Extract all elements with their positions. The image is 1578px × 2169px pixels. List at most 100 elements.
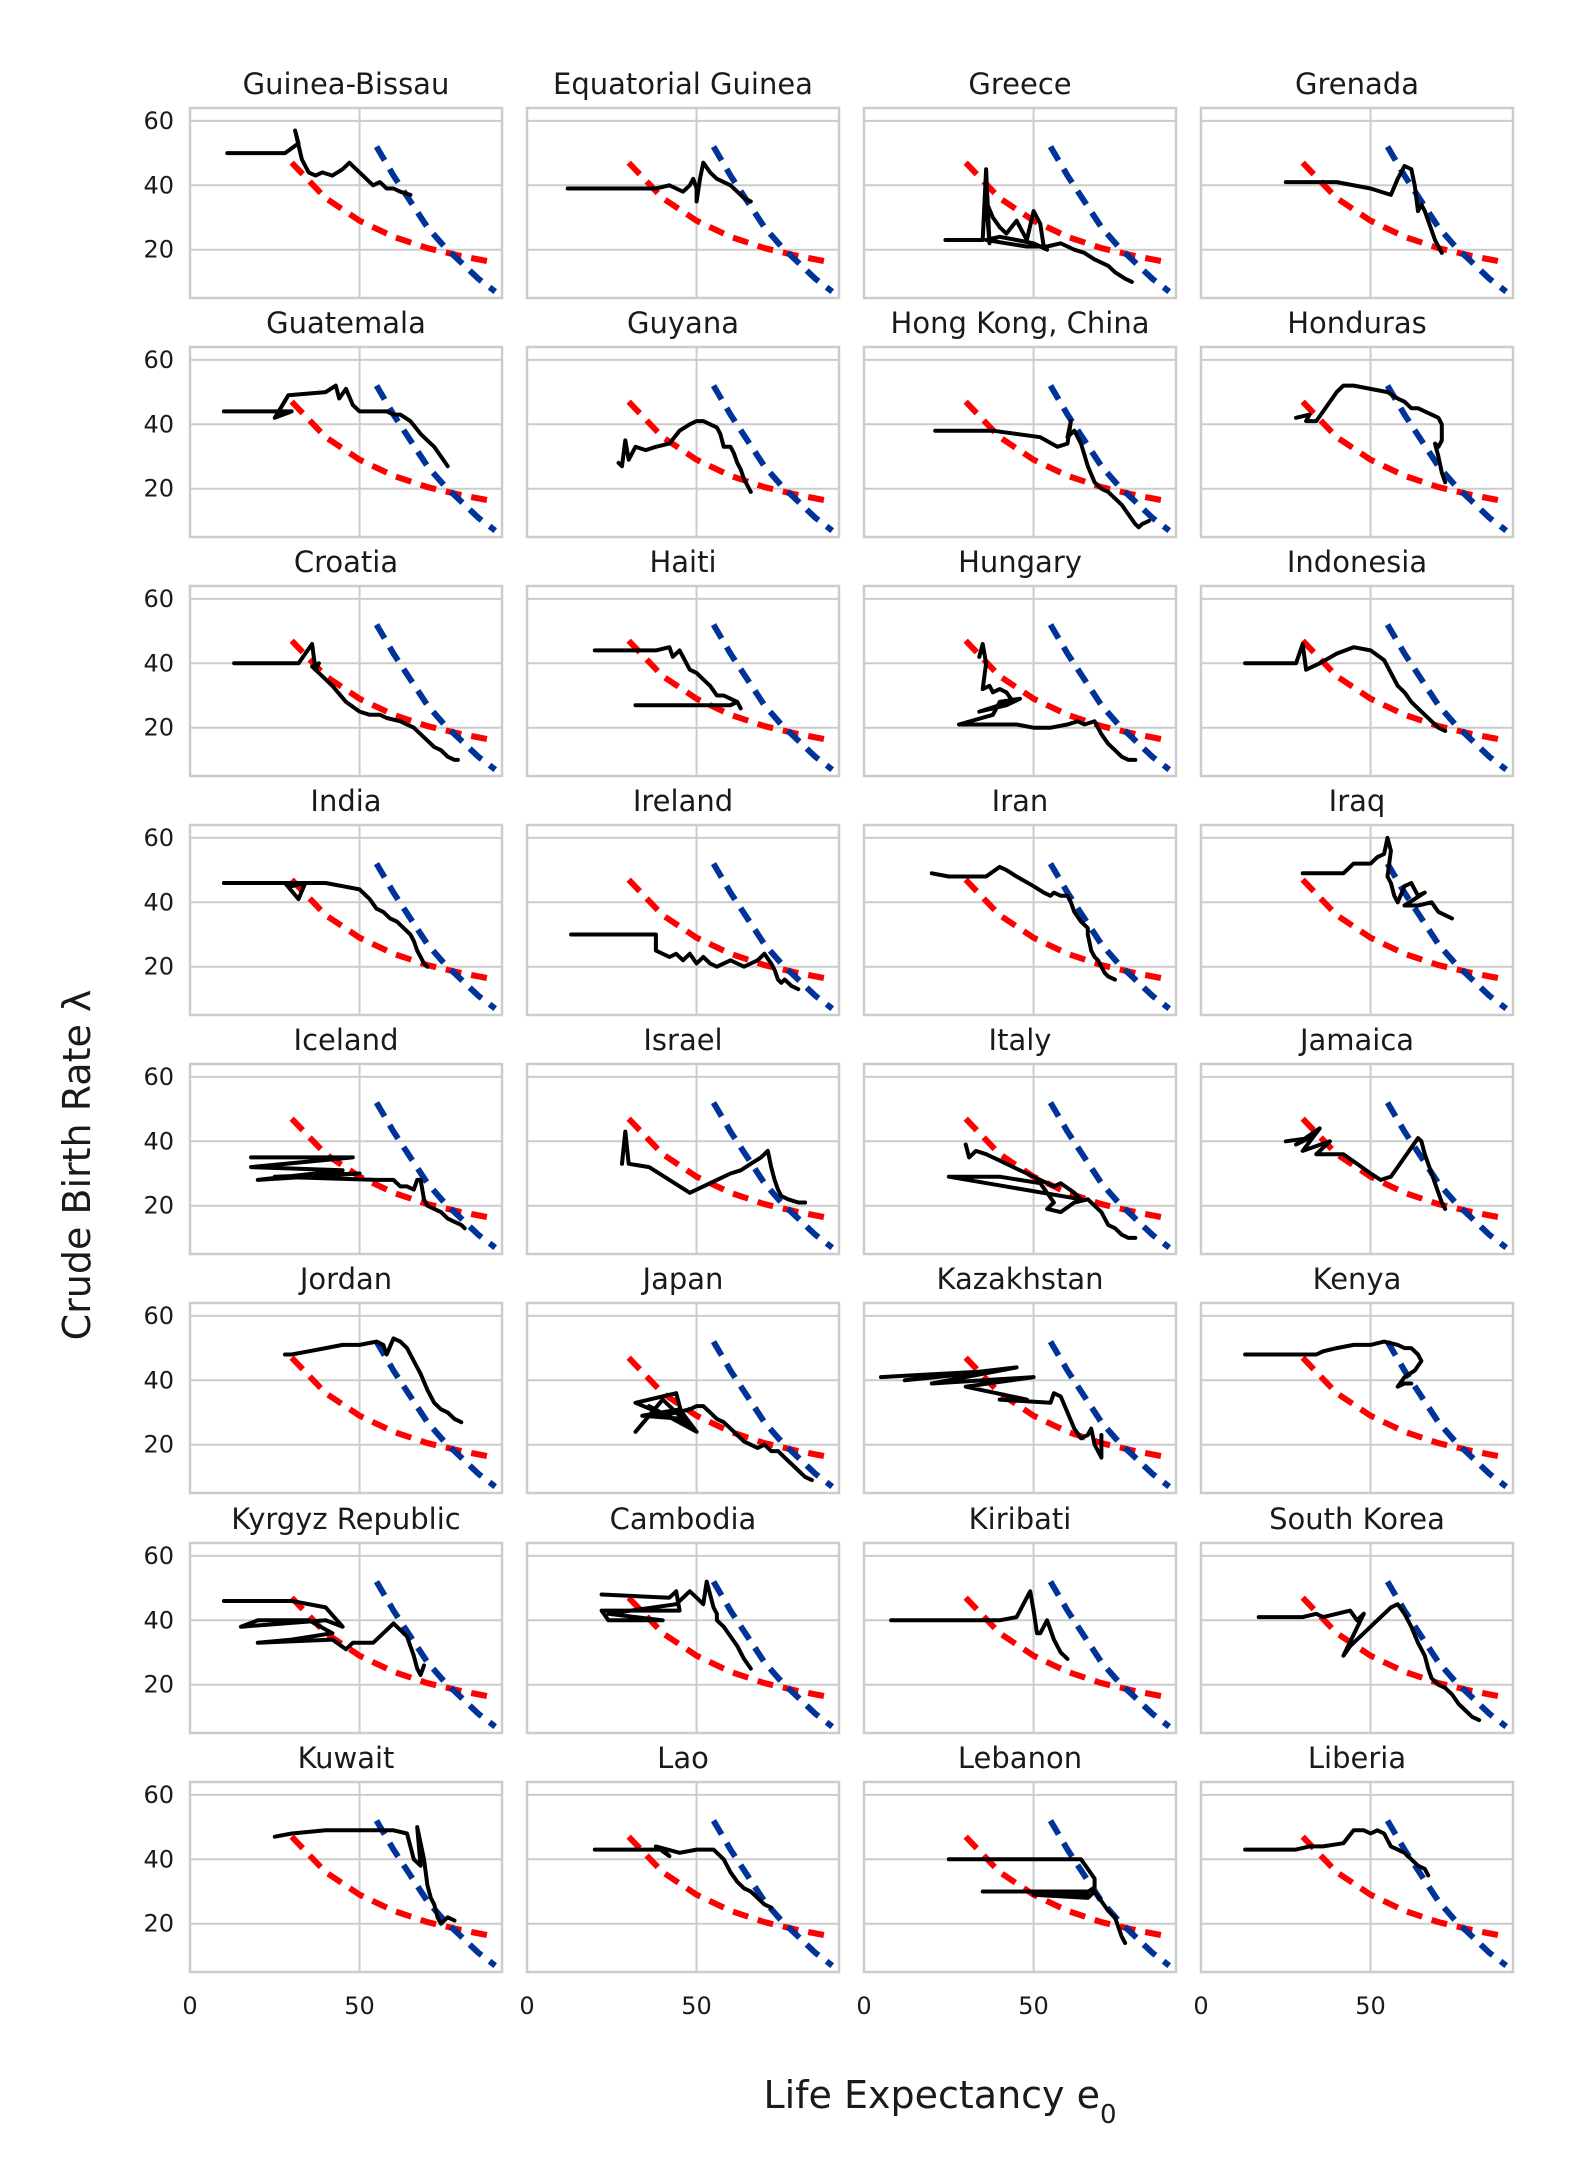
panel-title: Japan bbox=[641, 1262, 724, 1296]
country-series-line bbox=[592, 645, 743, 711]
blue-reference-curve bbox=[1384, 384, 1509, 533]
red-reference-curve bbox=[963, 1834, 1170, 1940]
blue-reference-curve bbox=[1384, 1101, 1509, 1250]
blue-reference-curve bbox=[373, 1819, 498, 1968]
x-tick-label: 0 bbox=[519, 1992, 534, 2020]
red-reference-curve bbox=[963, 1595, 1170, 1701]
country-series-line bbox=[232, 642, 460, 762]
country-series-line bbox=[221, 881, 430, 969]
blue-reference-curve bbox=[373, 384, 498, 533]
country-series-line bbox=[957, 642, 1138, 762]
panel-title: Kyrgyz Republic bbox=[231, 1502, 460, 1536]
panel: India 20 40 60 bbox=[143, 784, 504, 1017]
blue-reference-curve bbox=[373, 623, 498, 772]
x-tick-label: 50 bbox=[1355, 1992, 1386, 2020]
panel: Iceland 20 40 60 bbox=[143, 1023, 504, 1256]
blue-reference-curve bbox=[710, 1819, 835, 1968]
panel-title: Hong Kong, China bbox=[891, 306, 1150, 340]
panel-title: Jordan bbox=[298, 1262, 392, 1296]
blue-reference-curve bbox=[1384, 862, 1509, 1011]
y-tick-label: 40 bbox=[143, 171, 174, 199]
panel-title: Iceland bbox=[294, 1023, 399, 1057]
red-reference-curve bbox=[289, 160, 496, 266]
panel-frame bbox=[1199, 1301, 1515, 1495]
panel-title: Lebanon bbox=[958, 1741, 1082, 1775]
blue-reference-curve bbox=[710, 1340, 835, 1489]
y-tick-label: 60 bbox=[143, 824, 174, 852]
blue-reference-curve bbox=[710, 384, 835, 533]
panel-title: India bbox=[310, 784, 381, 818]
panel: Hungary bbox=[862, 545, 1178, 778]
blue-reference-curve bbox=[710, 862, 835, 1011]
y-tick-label: 40 bbox=[143, 649, 174, 677]
y-tick-label: 60 bbox=[143, 107, 174, 135]
country-series-line bbox=[569, 932, 801, 992]
panel-frame bbox=[525, 823, 841, 1017]
red-reference-curve bbox=[963, 638, 1170, 744]
red-reference-curve bbox=[626, 160, 833, 266]
panel: Kazakhstan bbox=[862, 1262, 1178, 1495]
country-series-line bbox=[221, 1599, 426, 1677]
panel-frame bbox=[188, 1301, 504, 1495]
red-reference-curve bbox=[963, 877, 1170, 983]
x-axis-label: Life Expectancy e0 bbox=[763, 2073, 1116, 2130]
country-series-line bbox=[1294, 383, 1448, 485]
y-tick-label: 60 bbox=[143, 1063, 174, 1091]
x-axis-label-main: Life Expectancy e bbox=[763, 2073, 1100, 2117]
x-tick-label: 50 bbox=[681, 1992, 712, 2020]
y-tick-label: 60 bbox=[143, 1542, 174, 1570]
panel: Jamaica bbox=[1199, 1023, 1515, 1256]
blue-reference-curve bbox=[710, 1101, 835, 1250]
panel: Guatemala 20 40 60 bbox=[143, 306, 504, 539]
red-reference-curve bbox=[626, 1355, 833, 1461]
blue-reference-curve bbox=[710, 145, 835, 294]
panel: Grenada bbox=[1199, 67, 1515, 300]
panel: Japan bbox=[525, 1262, 841, 1495]
panel-frame bbox=[862, 1301, 1178, 1495]
country-series-line bbox=[1300, 835, 1454, 921]
country-series-line bbox=[1283, 164, 1444, 255]
panel-frame bbox=[862, 1062, 1178, 1256]
panel-frame bbox=[862, 1780, 1178, 1974]
x-tick-label: 0 bbox=[1193, 1992, 1208, 2020]
panel-frame bbox=[188, 584, 504, 778]
blue-reference-curve bbox=[1047, 1340, 1172, 1489]
panel-title: Iran bbox=[992, 784, 1049, 818]
panel: Italy bbox=[862, 1023, 1178, 1256]
country-series-line bbox=[225, 128, 413, 197]
blue-reference-curve bbox=[373, 145, 498, 294]
y-tick-label: 40 bbox=[143, 1127, 174, 1155]
y-tick-label: 60 bbox=[143, 1781, 174, 1809]
y-tick-label: 60 bbox=[143, 1302, 174, 1330]
panel-frame bbox=[1199, 1062, 1515, 1256]
panel-frame bbox=[525, 1780, 841, 1974]
panel: Liberia 0 50 bbox=[1193, 1741, 1515, 2020]
panel-title: Italy bbox=[989, 1023, 1052, 1057]
panel-frame bbox=[188, 106, 504, 300]
country-series-line bbox=[1243, 1339, 1424, 1389]
red-reference-curve bbox=[1300, 160, 1507, 266]
red-reference-curve bbox=[289, 1355, 496, 1461]
country-series-line bbox=[599, 1579, 753, 1671]
panel-frame bbox=[862, 1541, 1178, 1735]
y-tick-label: 20 bbox=[143, 1192, 174, 1220]
red-reference-curve bbox=[289, 399, 496, 505]
country-series-line bbox=[565, 160, 753, 204]
blue-reference-curve bbox=[710, 1580, 835, 1729]
panel-title: Kenya bbox=[1313, 1262, 1402, 1296]
panel-frame bbox=[188, 1062, 504, 1256]
panel: Guyana bbox=[525, 306, 841, 539]
panel-frame bbox=[1199, 1541, 1515, 1735]
red-reference-curve bbox=[963, 399, 1170, 505]
red-reference-curve bbox=[963, 160, 1170, 266]
country-series-line bbox=[879, 1365, 1104, 1460]
panel-frame bbox=[1199, 345, 1515, 539]
panel-title: Lao bbox=[657, 1741, 709, 1775]
y-tick-label: 20 bbox=[143, 236, 174, 264]
blue-reference-curve bbox=[1384, 1819, 1509, 1968]
red-reference-curve bbox=[1300, 1595, 1507, 1701]
y-tick-label: 20 bbox=[143, 1910, 174, 1938]
country-series-line bbox=[1243, 642, 1448, 733]
panel-frame bbox=[525, 345, 841, 539]
